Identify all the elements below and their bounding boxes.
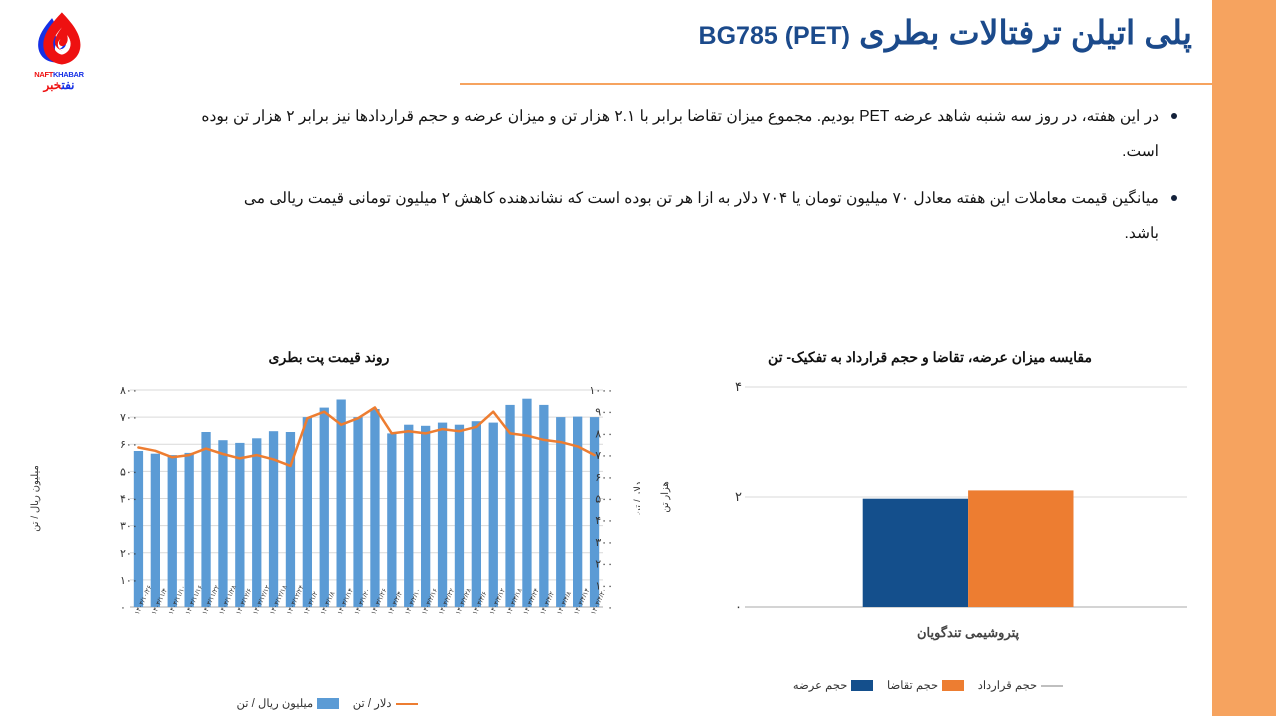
svg-text:۰: ۰ xyxy=(120,602,126,614)
svg-text:۶۰۰: ۶۰۰ xyxy=(595,472,613,484)
svg-text:۲۰۰: ۲۰۰ xyxy=(120,548,138,560)
svg-text:۴: ۴ xyxy=(735,379,742,394)
svg-text:۱۰۰۰: ۱۰۰۰ xyxy=(589,385,613,397)
svg-text:۶۰۰: ۶۰۰ xyxy=(120,439,138,451)
svg-text:پتروشیمی تندگویان: پتروشیمی تندگویان xyxy=(917,624,1020,641)
svg-text:دلار / تن: دلار / تن xyxy=(633,482,640,516)
svg-text:۳۰۰: ۳۰۰ xyxy=(120,521,138,533)
svg-text:۹۰۰: ۹۰۰ xyxy=(595,407,613,419)
svg-text:۱۰۰: ۱۰۰ xyxy=(120,575,138,587)
svg-text:۵۰۰: ۵۰۰ xyxy=(595,494,613,506)
svg-text:۷۰۰: ۷۰۰ xyxy=(595,450,613,462)
svg-text:۴۰۰: ۴۰۰ xyxy=(120,494,138,506)
svg-text:۸۰۰: ۸۰۰ xyxy=(595,428,613,440)
svg-text:۴۰۰: ۴۰۰ xyxy=(595,515,613,527)
svg-text:میلیون ریال / تن: میلیون ریال / تن xyxy=(30,465,41,532)
svg-text:۰: ۰ xyxy=(607,602,613,614)
svg-text:۲۰۰: ۲۰۰ xyxy=(595,559,613,571)
svg-text:۲: ۲ xyxy=(735,489,742,504)
svg-text:۵۰۰: ۵۰۰ xyxy=(120,466,138,478)
svg-text:۷۰۰: ۷۰۰ xyxy=(120,412,138,424)
svg-text:۳۰۰: ۳۰۰ xyxy=(595,537,613,549)
svg-text:۸۰۰: ۸۰۰ xyxy=(120,385,138,397)
svg-text:هزار تن: هزار تن xyxy=(660,481,671,513)
svg-text:۰: ۰ xyxy=(735,599,742,614)
